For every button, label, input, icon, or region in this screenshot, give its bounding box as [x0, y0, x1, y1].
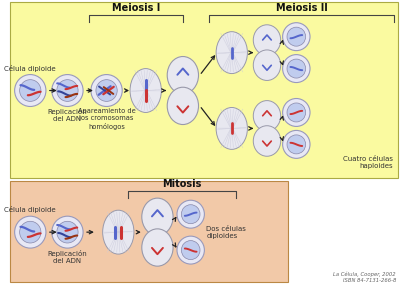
Ellipse shape — [52, 216, 83, 248]
Ellipse shape — [287, 59, 306, 78]
Text: Meiosis II: Meiosis II — [276, 3, 328, 13]
Text: Dos células
diploides: Dos células diploides — [206, 226, 246, 239]
Ellipse shape — [177, 236, 204, 264]
Text: Célula diploide: Célula diploide — [4, 65, 56, 72]
Ellipse shape — [130, 69, 161, 113]
Ellipse shape — [283, 98, 310, 126]
Ellipse shape — [216, 107, 248, 149]
Ellipse shape — [91, 75, 122, 107]
Ellipse shape — [103, 210, 134, 254]
Ellipse shape — [142, 198, 173, 235]
Ellipse shape — [57, 221, 78, 243]
FancyBboxPatch shape — [10, 2, 398, 178]
Ellipse shape — [181, 205, 200, 224]
Ellipse shape — [52, 75, 83, 107]
Text: Cuatro células
haploides: Cuatro células haploides — [343, 156, 393, 169]
Ellipse shape — [20, 80, 41, 101]
Ellipse shape — [167, 87, 198, 124]
Ellipse shape — [253, 101, 281, 131]
Ellipse shape — [15, 75, 46, 107]
Ellipse shape — [177, 200, 204, 228]
Ellipse shape — [167, 56, 198, 94]
Ellipse shape — [216, 32, 248, 73]
Ellipse shape — [15, 216, 46, 248]
Ellipse shape — [283, 130, 310, 158]
Ellipse shape — [253, 126, 281, 156]
Ellipse shape — [142, 229, 173, 266]
FancyBboxPatch shape — [10, 181, 288, 282]
Text: Célula diploide: Célula diploide — [4, 206, 56, 213]
Text: Replicación
del ADN: Replicación del ADN — [48, 109, 87, 122]
Ellipse shape — [57, 80, 78, 101]
Ellipse shape — [20, 221, 41, 243]
Ellipse shape — [287, 135, 306, 154]
Text: Mitosis: Mitosis — [162, 179, 202, 189]
Ellipse shape — [283, 23, 310, 51]
Text: Apareamiento de
los cromosomas
homólogos: Apareamiento de los cromosomas homólogos — [78, 109, 136, 130]
Ellipse shape — [287, 103, 306, 122]
Ellipse shape — [253, 25, 281, 55]
Ellipse shape — [96, 80, 117, 101]
Ellipse shape — [253, 50, 281, 80]
Ellipse shape — [283, 55, 310, 83]
Ellipse shape — [287, 27, 306, 46]
Ellipse shape — [181, 240, 200, 259]
Text: Meiosis I: Meiosis I — [112, 3, 160, 13]
Text: La Célula, Cooper, 2002
ISBN 84-7131-266-8: La Célula, Cooper, 2002 ISBN 84-7131-266… — [334, 272, 396, 283]
Text: Replicación
del ADN: Replicación del ADN — [48, 250, 87, 264]
